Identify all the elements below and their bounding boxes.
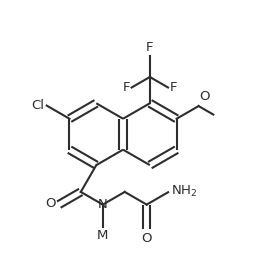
Text: F: F — [123, 81, 130, 94]
Text: F: F — [170, 81, 177, 94]
Text: M: M — [97, 229, 109, 242]
Text: NH$_2$: NH$_2$ — [171, 184, 197, 199]
Text: N: N — [98, 198, 108, 211]
Text: Cl: Cl — [31, 99, 44, 112]
Text: O: O — [141, 232, 152, 245]
Text: O: O — [45, 197, 55, 210]
Text: O: O — [199, 91, 210, 104]
Text: F: F — [146, 41, 154, 54]
